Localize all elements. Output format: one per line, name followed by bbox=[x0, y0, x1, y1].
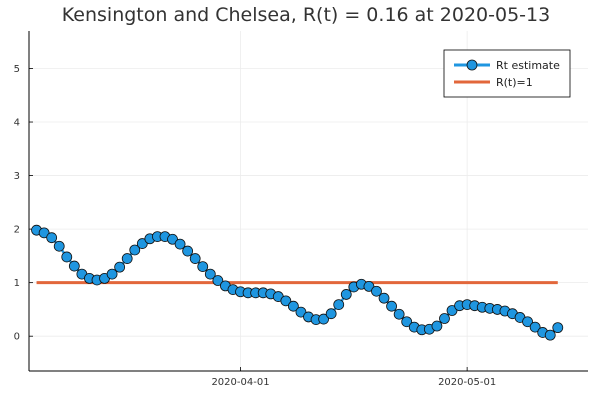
y-tick-label: 3 bbox=[14, 171, 20, 182]
rt-point bbox=[167, 233, 178, 245]
rt-point bbox=[174, 238, 186, 250]
rt-point bbox=[340, 289, 352, 300]
legend-marker-rt-estimate bbox=[466, 59, 478, 71]
rt-point bbox=[318, 313, 330, 325]
axes bbox=[28, 31, 588, 372]
y-tick-label: 0 bbox=[14, 332, 20, 343]
rt-point bbox=[552, 322, 564, 334]
x-tick-label: 2020-05-01 bbox=[438, 377, 496, 388]
rt-point bbox=[325, 308, 337, 320]
rt-point bbox=[363, 280, 375, 292]
y-tick-label: 1 bbox=[14, 278, 20, 289]
rt-point bbox=[378, 292, 390, 304]
rt-markers bbox=[31, 224, 564, 341]
rt-point bbox=[393, 308, 405, 320]
rt-point bbox=[295, 306, 307, 318]
y-tick-label: 2 bbox=[14, 225, 20, 236]
chart-title: Kensington and Chelsea, R(t) = 0.16 at 2… bbox=[62, 4, 550, 26]
rt-point bbox=[386, 300, 397, 312]
rt-point bbox=[431, 320, 443, 332]
rt-point bbox=[522, 316, 533, 328]
rt-point bbox=[439, 313, 450, 324]
rt-point bbox=[182, 245, 194, 257]
rt-point bbox=[106, 268, 118, 280]
rt-point bbox=[544, 329, 556, 341]
rt-point bbox=[46, 232, 58, 244]
rt-point bbox=[38, 227, 50, 239]
tick-marks: 0 1 2 3 4 5 2020-04-01 2020-05-01 bbox=[14, 64, 497, 388]
rt-point bbox=[401, 316, 413, 328]
rt-point bbox=[333, 299, 345, 311]
rt-point bbox=[212, 275, 224, 286]
rt-point bbox=[280, 295, 292, 307]
rt-point bbox=[446, 305, 458, 316]
rt-point bbox=[53, 240, 65, 252]
y-tick-label: 5 bbox=[14, 64, 20, 75]
rt-point bbox=[136, 238, 148, 249]
legend-box bbox=[443, 49, 571, 98]
rt-point bbox=[68, 260, 80, 272]
legend-label-threshold: R(t)=1 bbox=[496, 76, 533, 89]
rt-point bbox=[121, 253, 133, 264]
legend: Rt estimate R(t)=1 bbox=[443, 49, 571, 98]
rt-point bbox=[287, 300, 299, 312]
x-tick-label: 2020-04-01 bbox=[211, 377, 269, 388]
rt-point bbox=[529, 321, 541, 333]
rt-point bbox=[189, 253, 201, 264]
rt-point bbox=[204, 268, 216, 280]
legend-label-rt-estimate: Rt estimate bbox=[496, 59, 560, 72]
rt-point bbox=[61, 251, 73, 263]
rt-point bbox=[129, 244, 141, 256]
y-tick-label: 4 bbox=[14, 118, 20, 129]
rt-point bbox=[371, 285, 382, 297]
rt-point bbox=[197, 261, 209, 272]
rt-point bbox=[114, 261, 126, 273]
